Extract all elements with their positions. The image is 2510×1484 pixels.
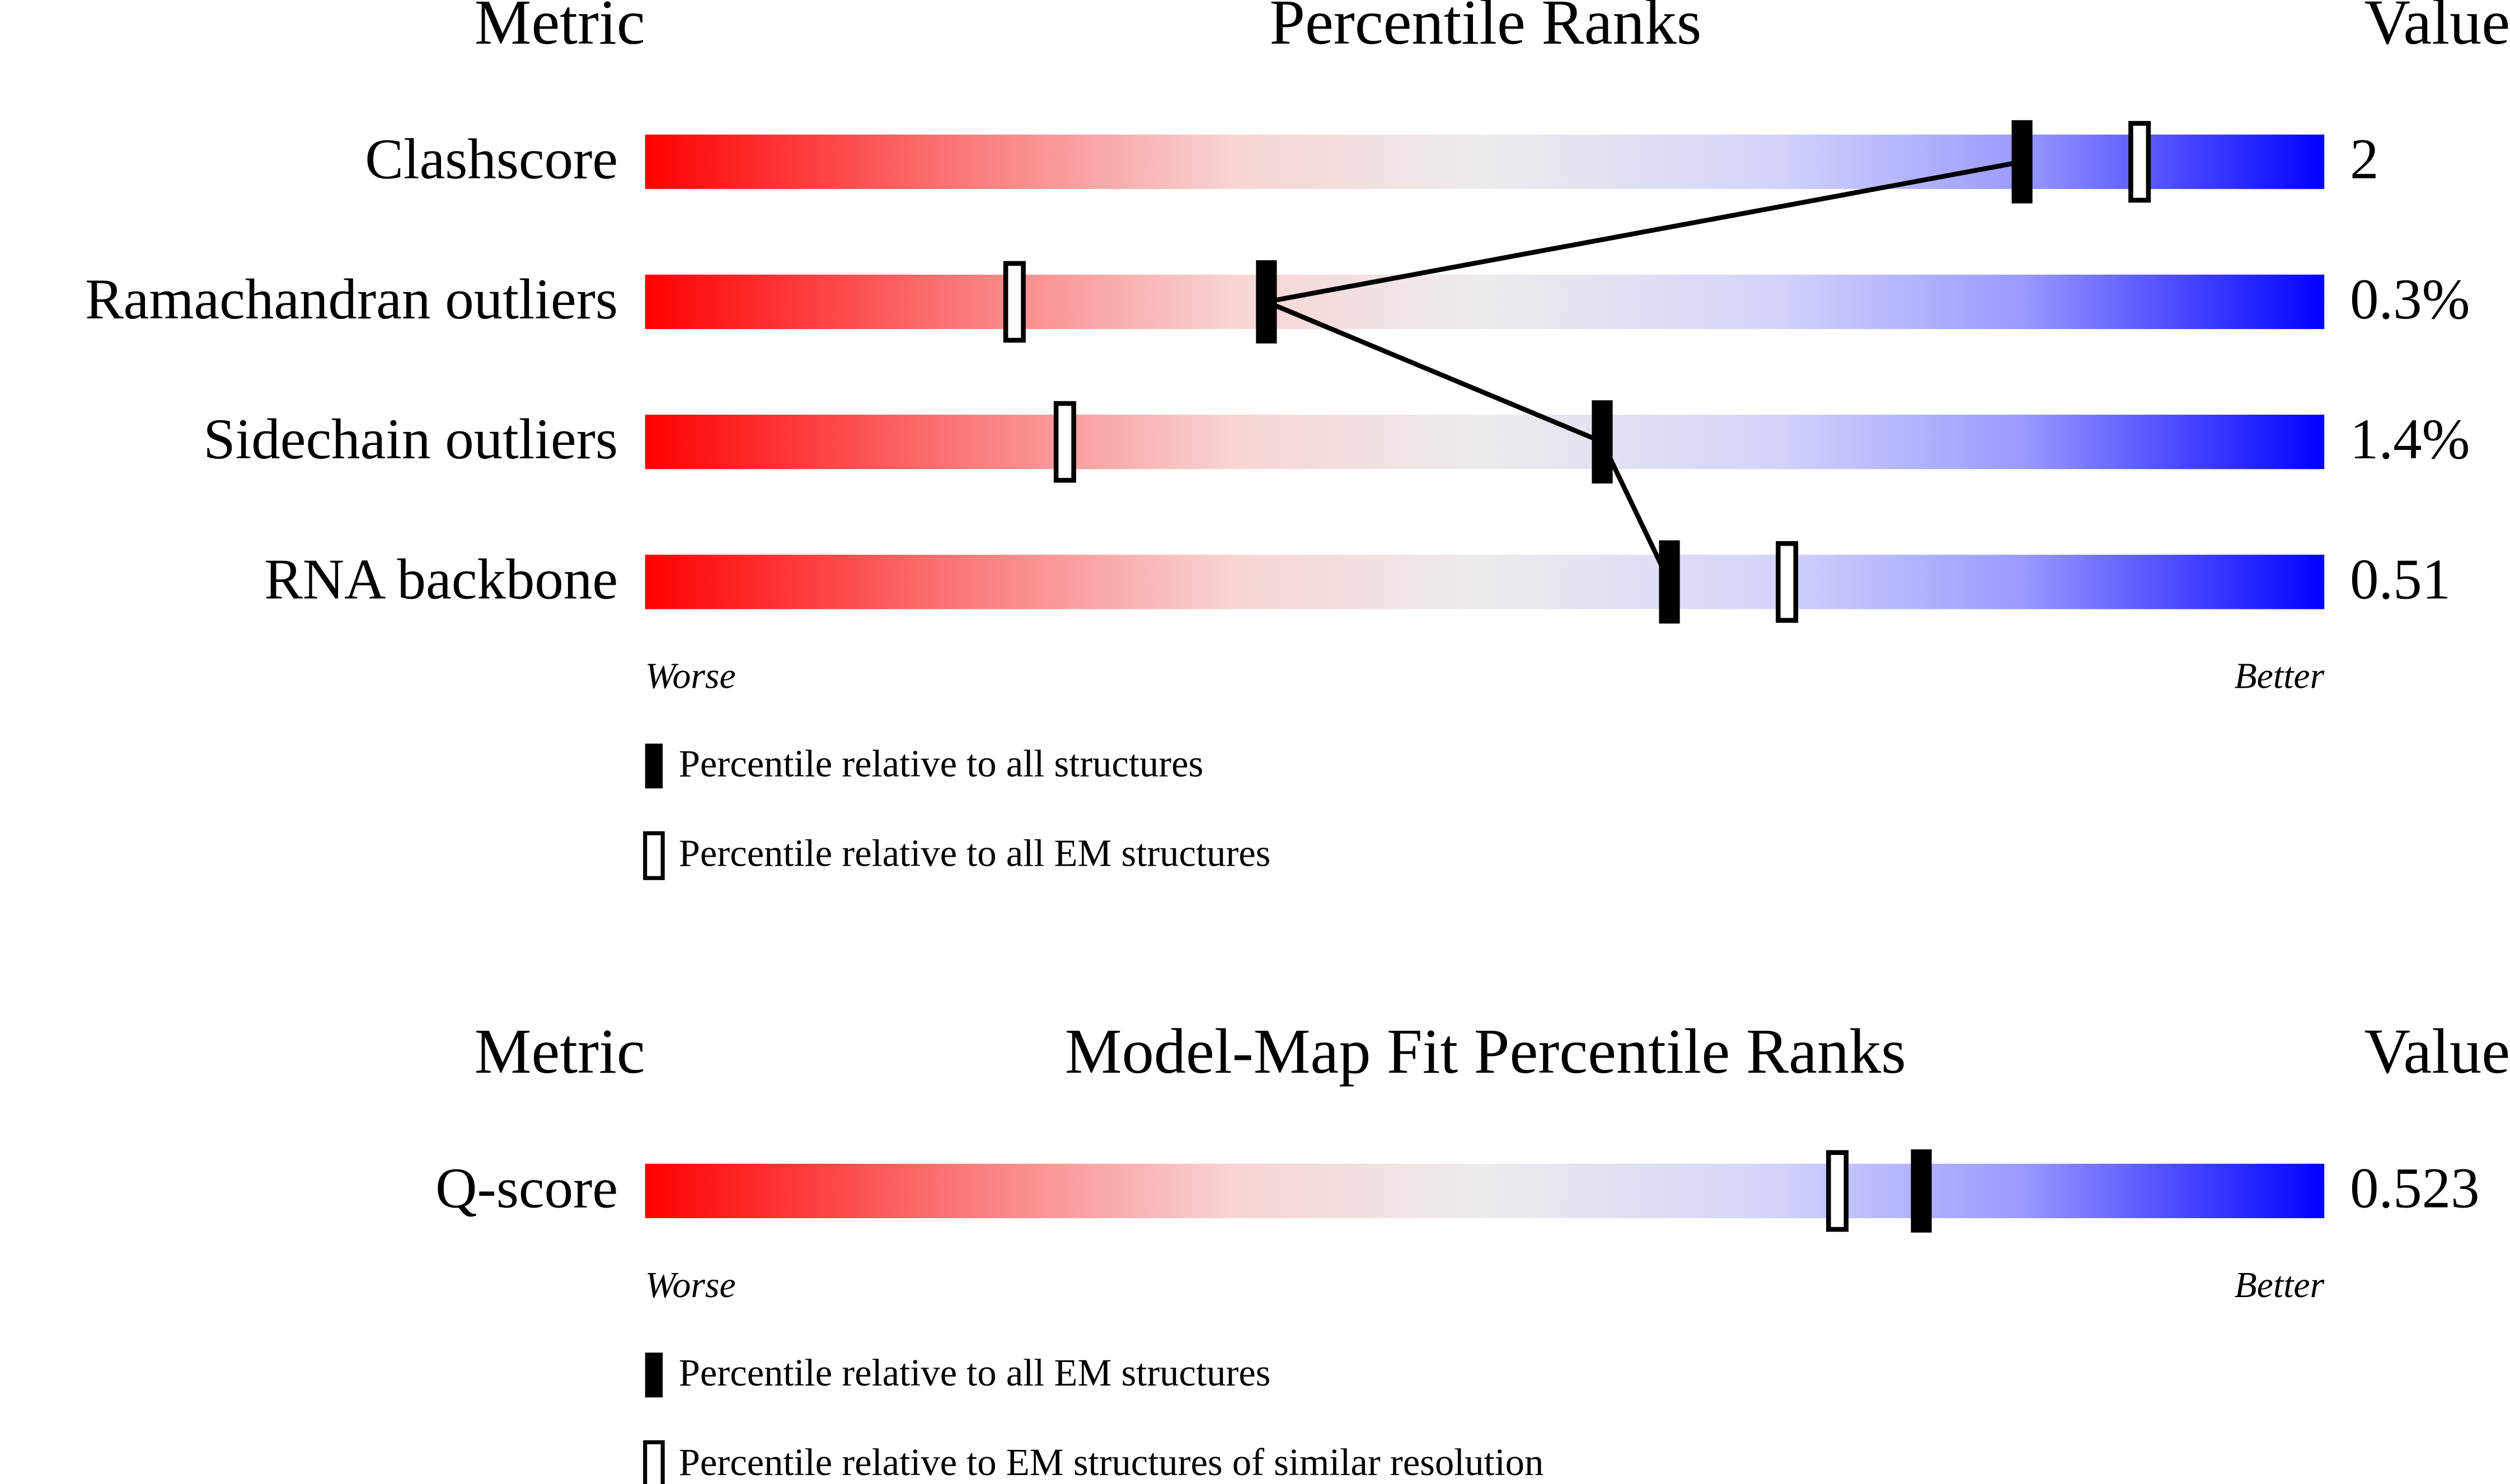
legend-swatch [645,1352,663,1398]
better-label: Better [2234,1265,2324,1305]
percentile-marker [2128,121,2151,203]
slider-bar [645,274,2325,330]
legend-swatch [643,1440,665,1484]
legend-entry: Percentile relative to all structures [679,743,1204,785]
header-metric: Metric [475,0,645,58]
metric-value: 0.3% [2350,267,2470,331]
percentile-marker [1053,401,1076,483]
slider-bar [645,1163,2325,1218]
slider-bar [645,415,2325,469]
legend-entry: Percentile relative to all EM structures [679,832,1271,875]
header-metric: Metric [475,1016,645,1087]
metric-label: RNA backbone [264,547,618,611]
metric-label: Sidechain outliers [203,407,618,471]
connector-line [1258,159,2023,583]
percentile-marker [2011,120,2033,204]
percentile-marker [1911,1149,1932,1233]
worse-label: Worse [645,656,736,697]
metric-value: 0.523 [2350,1157,2480,1220]
metric-label: Clashscore [365,127,618,191]
metric-label: Q-score [435,1157,618,1220]
legend-swatch [643,831,665,880]
percentile-marker [1776,541,1799,623]
slider-bar [645,134,2325,189]
percentile-marker [1592,400,1613,484]
slider-bar [645,555,2325,609]
metric-value: 2 [2350,127,2378,191]
legend-entry: Percentile relative to EM structures of … [679,1441,1544,1483]
metric-value: 1.4% [2350,407,2470,471]
better-label: Better [2234,656,2324,697]
metric-label: Ramachandran outliers [85,267,618,331]
percentile-marker [1826,1150,1849,1232]
header-value: Value [2364,1016,2510,1087]
chart-title: Model-Map Fit Percentile Ranks [1065,1016,1906,1087]
chart-title: Percentile Ranks [1269,0,1701,58]
percentile-marker [1659,540,1680,624]
header-value: Value [2364,0,2510,58]
worse-label: Worse [645,1265,736,1305]
legend-entry: Percentile relative to all EM structures [679,1351,1271,1394]
metric-value: 0.51 [2350,547,2451,611]
percentile-marker [1003,261,1026,343]
percentile-marker [1256,260,1277,344]
legend-swatch [645,743,663,788]
